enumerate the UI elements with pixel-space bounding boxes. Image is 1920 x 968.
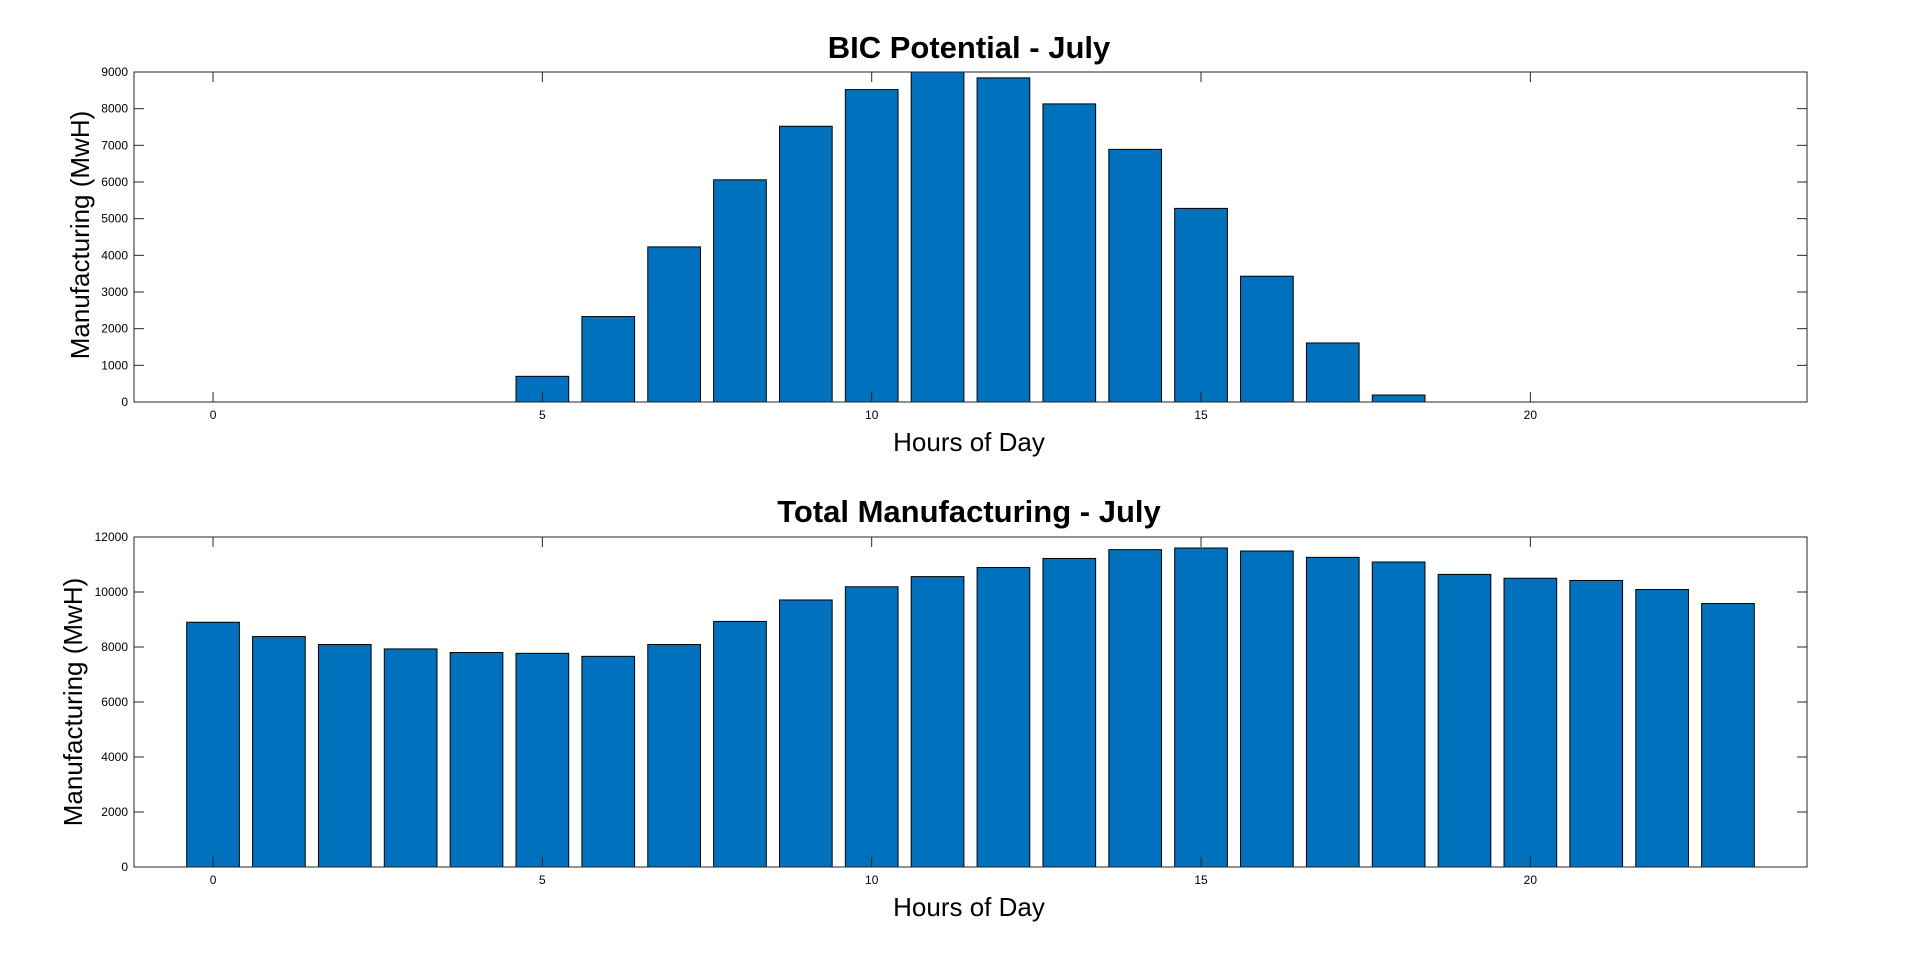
y-tick-label: 9000 [101,65,128,79]
bar [844,586,899,868]
bar [778,125,833,403]
tick-group [134,536,1807,868]
y-tick-label: 6000 [101,175,128,189]
bar-group [186,547,1755,868]
bar [910,576,965,868]
x-axis-label: Hours of Day [893,892,1045,922]
bar [778,599,833,868]
x-tick-label: 10 [865,873,879,887]
chart-title: BIC Potential - July [828,30,1111,65]
bar [383,648,438,868]
y-tick-label: 2000 [101,805,128,819]
chart-bottom: Total Manufacturing - July Hours of Day … [58,494,1808,922]
x-tick-label: 0 [210,873,217,887]
bar-group [515,71,1426,403]
bar [713,620,767,868]
tick-label-group: 0 5 10 15 20 0 2000 4000 6000 8000 10000 12000 [95,530,1538,887]
bar [581,316,636,403]
y-tick-label: 1000 [101,358,128,372]
tick-label-group: 0 5 10 15 20 0 1000 2000 3000 4000 5000 6000 7000 800… [101,65,1537,422]
x-tick-label: 10 [865,408,879,422]
plot-area-frame [133,536,1808,868]
y-tick-label: 4000 [101,248,128,262]
y-tick-label: 8000 [101,640,128,654]
bar [1174,547,1228,868]
y-axis-label: Manufacturing (MwH) [58,578,88,827]
bar [1108,549,1163,868]
bar [1108,148,1163,403]
x-tick-label: 0 [210,408,217,422]
bar [1569,579,1624,868]
bar [1437,573,1492,868]
bar [1503,577,1558,868]
y-tick-label: 0 [121,860,128,874]
y-tick-label: 4000 [101,750,128,764]
bar [449,652,504,868]
bar [317,644,372,868]
y-tick-label: 12000 [95,530,129,544]
x-tick-label: 5 [539,873,546,887]
bar [844,89,899,403]
bar [1042,103,1097,403]
x-axis-label: Hours of Day [893,427,1045,457]
plot-area-frame [133,71,1808,403]
bar [581,655,636,868]
bar [515,652,570,868]
bar [1371,394,1426,403]
bar [1305,556,1360,868]
tick-group [134,71,1807,403]
bar [1240,275,1294,403]
bar [976,77,1031,403]
x-tick-label: 15 [1194,873,1208,887]
bar [1371,561,1426,868]
chart-title: Total Manufacturing - July [777,494,1161,529]
bar [713,179,767,403]
y-tick-label: 3000 [101,285,128,299]
y-tick-label: 7000 [101,138,128,152]
bar [1305,342,1360,403]
bar [910,71,965,403]
chart-top: BIC Potential - July Hours of Day Manufa… [65,30,1808,457]
bar [1174,207,1228,403]
bar [1240,550,1294,868]
y-tick-label: 0 [121,395,128,409]
y-tick-label: 2000 [101,322,128,336]
x-tick-label: 15 [1194,408,1208,422]
y-tick-label: 6000 [101,695,128,709]
y-tick-label: 8000 [101,102,128,116]
bar [976,567,1031,868]
y-tick-label: 5000 [101,212,128,226]
x-tick-label: 5 [539,408,546,422]
bar [252,636,306,868]
bar [647,246,701,403]
bar [1042,557,1097,868]
bar [186,621,240,868]
bar [1701,603,1755,868]
bar [1635,589,1689,868]
x-tick-label: 20 [1524,408,1538,422]
x-tick-label: 20 [1524,873,1538,887]
y-tick-label: 10000 [95,585,129,599]
y-axis-label: Manufacturing (MwH) [65,111,95,360]
bar [647,644,701,868]
